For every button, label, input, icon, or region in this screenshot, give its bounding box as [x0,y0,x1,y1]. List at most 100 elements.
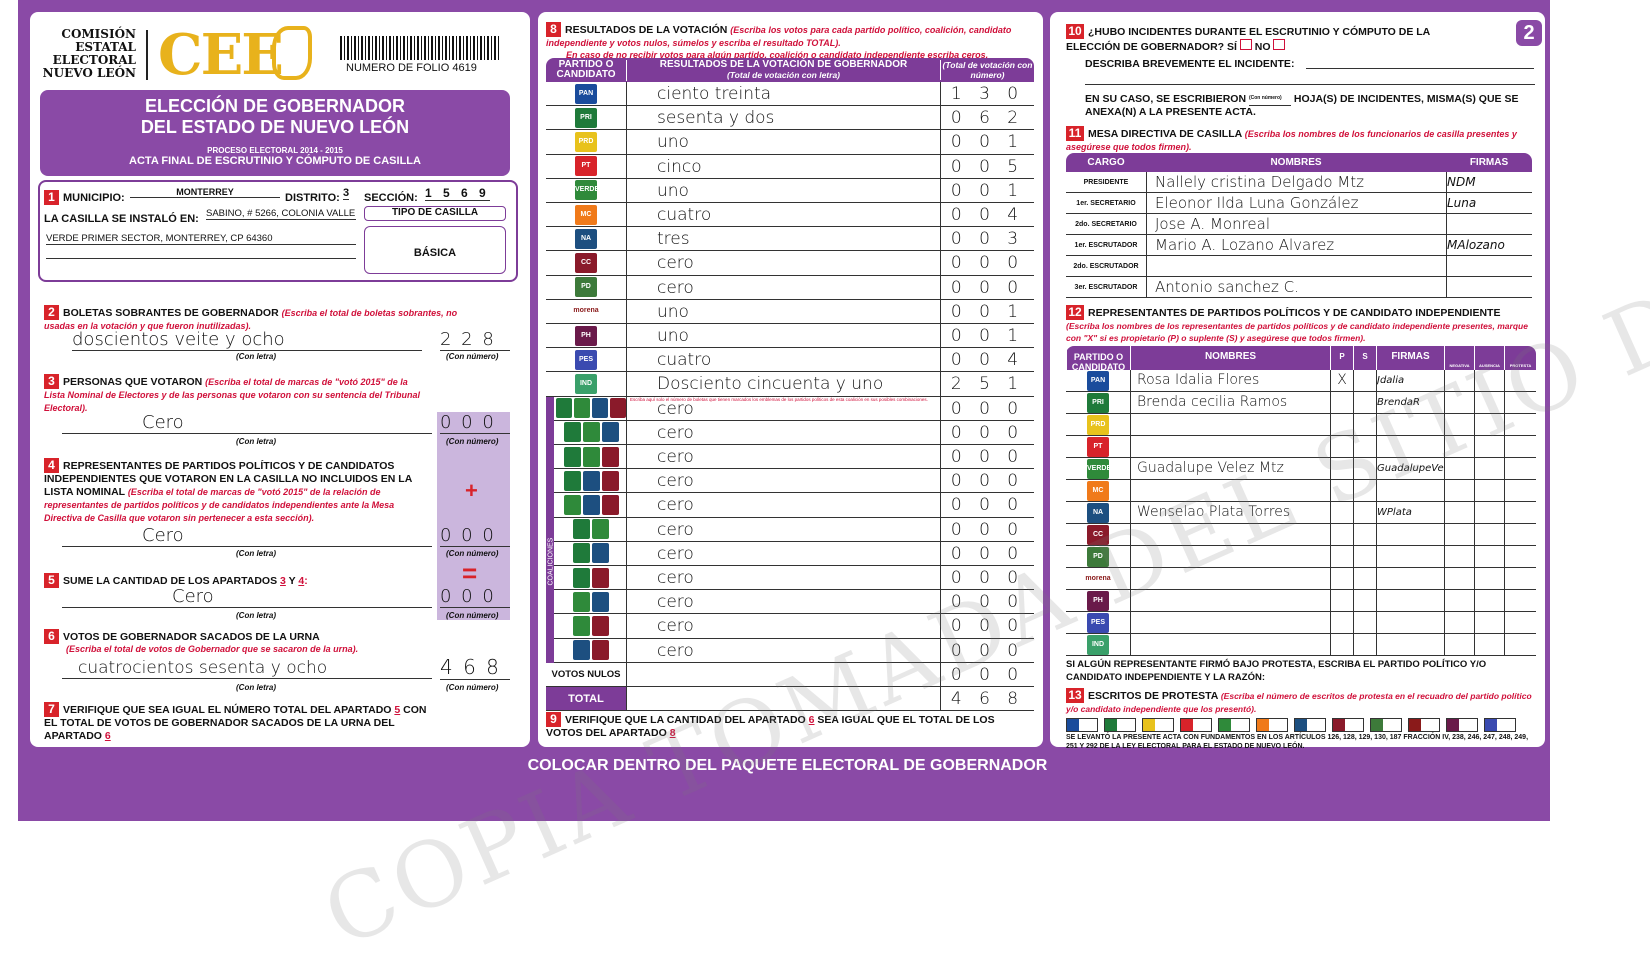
party-cell: VERDE [546,179,626,202]
mark-cell[interactable] [1504,634,1536,655]
mark-cell[interactable] [1504,524,1536,545]
si-checkbox[interactable] [1239,39,1252,50]
protesta-box[interactable] [1332,718,1364,732]
mark-cell[interactable] [1444,414,1474,435]
section-6-title: 6 VOTOS DE GOBERNADOR SACADOS DE LA URNA [44,629,320,644]
mark-cell[interactable] [1444,634,1474,655]
mark-cell[interactable] [1444,392,1474,413]
suplente-mark[interactable] [1353,414,1376,435]
mark-cell[interactable] [1444,458,1474,479]
mark-cell[interactable] [1504,414,1536,435]
votos-numero: 0 0 0 [940,566,1034,590]
mark-cell[interactable] [1474,480,1504,501]
suplente-mark[interactable] [1353,392,1376,413]
mark-cell[interactable] [1504,370,1536,391]
mark-cell[interactable] [1504,590,1536,611]
suplente-mark[interactable] [1353,436,1376,457]
mark-cell[interactable] [1444,546,1474,567]
firma-signature: NDM [1446,172,1532,192]
mark-cell[interactable] [1444,524,1474,545]
mark-cell[interactable] [1474,546,1504,567]
party-logo-na-icon: NA [575,228,597,249]
mark-cell[interactable] [1504,568,1536,589]
mark-cell[interactable] [1474,634,1504,655]
propietario-mark[interactable] [1330,634,1353,655]
propietario-mark[interactable] [1330,502,1353,523]
propietario-mark[interactable] [1330,524,1353,545]
suplente-mark[interactable] [1353,590,1376,611]
suplente-mark[interactable] [1353,634,1376,655]
mark-cell[interactable] [1474,414,1504,435]
propietario-mark[interactable] [1330,414,1353,435]
mark-cell[interactable] [1474,436,1504,457]
mark-cell[interactable] [1504,546,1536,567]
suplente-mark[interactable] [1353,458,1376,479]
mark-cell[interactable] [1504,436,1536,457]
hint: (Escriba los nombres de los representant… [1066,321,1528,343]
mark-cell[interactable] [1474,612,1504,633]
propietario-mark[interactable] [1330,458,1353,479]
mark-cell[interactable] [1444,568,1474,589]
propietario-mark[interactable]: X [1330,370,1353,391]
mark-cell[interactable] [1444,370,1474,391]
votos-letra: cero [626,493,940,517]
mark-cell[interactable] [1504,392,1536,413]
suplente-mark[interactable] [1353,524,1376,545]
protesta-box[interactable] [1104,718,1136,732]
mark-cell[interactable] [1504,612,1536,633]
protesta-box[interactable] [1370,718,1402,732]
protesta-box[interactable] [1256,718,1288,732]
org-name: COMISIÓN ESTATAL ELECTORAL NUEVO LEÓN [36,28,136,80]
suplente-mark[interactable] [1353,502,1376,523]
no-checkbox[interactable] [1273,39,1286,50]
protesta-box[interactable] [1218,718,1250,732]
mark-cell[interactable] [1504,458,1536,479]
mark-cell[interactable] [1474,458,1504,479]
mesa-row: 2do. ESCRUTADOR [1066,256,1532,277]
protesta-box[interactable] [1446,718,1478,732]
title-line1: ELECCIÓN DE GOBERNADOR [144,96,405,116]
mark-cell[interactable] [1474,370,1504,391]
mark-cell[interactable] [1474,524,1504,545]
mark-cell[interactable] [1504,480,1536,501]
hint: (Escriba el total de marcas de "votó 201… [44,377,420,413]
mark-cell[interactable] [1474,568,1504,589]
hojas-field[interactable]: (Con número) [1248,92,1291,106]
suplente-mark[interactable] [1353,370,1376,391]
mark-cell[interactable] [1444,612,1474,633]
mark-cell[interactable] [1444,590,1474,611]
suplente-mark[interactable] [1353,612,1376,633]
result-row: PRI sesenta y dos 0 6 2 [546,106,1034,131]
mark-cell[interactable] [1444,480,1474,501]
propietario-mark[interactable] [1330,480,1353,501]
protesta-box[interactable] [1294,718,1326,732]
propietario-mark[interactable] [1330,436,1353,457]
propietario-mark[interactable] [1330,568,1353,589]
party-cell: morena [1066,568,1130,589]
suplente-mark[interactable] [1353,568,1376,589]
mark-cell[interactable] [1474,590,1504,611]
propietario-mark[interactable] [1330,590,1353,611]
mark-cell[interactable] [1504,502,1536,523]
party-logo-cc-icon [601,446,619,467]
protesta-box[interactable] [1142,718,1174,732]
suplente-mark[interactable] [1353,546,1376,567]
protesta-box[interactable] [1484,718,1516,732]
protesta-box[interactable] [1408,718,1440,732]
mark-cell[interactable] [1474,392,1504,413]
mark-cell[interactable] [1474,502,1504,523]
mark-cell[interactable] [1444,502,1474,523]
incidente-field[interactable] [1306,68,1534,69]
propietario-mark[interactable] [1330,392,1353,413]
propietario-mark[interactable] [1330,546,1353,567]
party-logo-verde-icon [573,591,590,612]
protesta-box[interactable] [1180,718,1212,732]
protesta-box[interactable] [1066,718,1098,732]
mark-cell[interactable] [1444,436,1474,457]
party-cell: NA [546,227,626,250]
propietario-mark[interactable] [1330,612,1353,633]
seccion-value: 1 5 6 9 [425,186,490,201]
suplente-mark[interactable] [1353,480,1376,501]
incidente-field-line2[interactable] [1085,84,1535,85]
nombre: Jose A. Monreal [1146,214,1446,234]
